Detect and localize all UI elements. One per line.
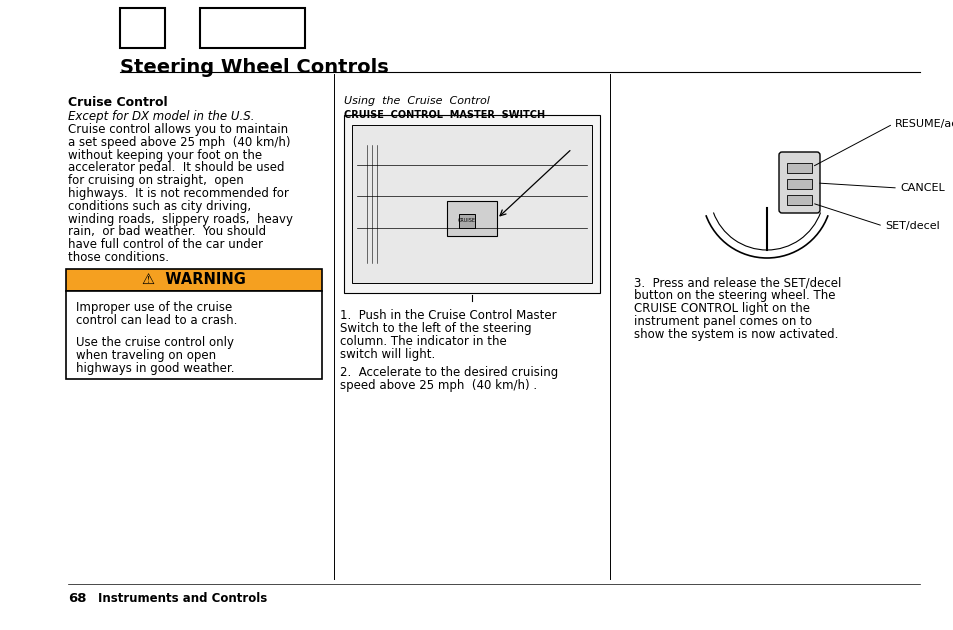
Text: without keeping your foot on the: without keeping your foot on the (68, 149, 262, 162)
Text: Cruise Control: Cruise Control (68, 96, 168, 109)
Bar (66, 291, 322, 379)
Text: CRUISE: CRUISE (457, 218, 476, 223)
Text: button on the steering wheel. The: button on the steering wheel. The (634, 289, 835, 302)
Text: switch will light.: switch will light. (339, 348, 435, 361)
Text: CRUISE CONTROL light on the: CRUISE CONTROL light on the (634, 302, 809, 315)
Bar (786, 179, 811, 189)
Text: Switch to the left of the steering: Switch to the left of the steering (339, 322, 531, 335)
Text: when traveling on open: when traveling on open (76, 349, 216, 362)
Bar (447, 200, 497, 236)
Text: 1.  Push in the Cruise Control Master: 1. Push in the Cruise Control Master (339, 309, 556, 322)
Text: for cruising on straight,  open: for cruising on straight, open (68, 175, 244, 187)
Text: conditions such as city driving,: conditions such as city driving, (68, 200, 251, 213)
Text: 2.  Accelerate to the desired cruising: 2. Accelerate to the desired cruising (339, 366, 558, 379)
Text: 68: 68 (68, 592, 87, 605)
Bar (458, 214, 475, 227)
Text: rain,  or bad weather.  You should: rain, or bad weather. You should (68, 226, 266, 238)
Text: Use the cruise control only: Use the cruise control only (76, 336, 233, 349)
Text: have full control of the car under: have full control of the car under (68, 238, 263, 251)
Text: highways in good weather.: highways in good weather. (76, 362, 234, 375)
Text: Steering Wheel Controls: Steering Wheel Controls (120, 58, 388, 77)
Text: Instruments and Controls: Instruments and Controls (98, 592, 267, 605)
Text: column. The indicator in the: column. The indicator in the (339, 335, 506, 348)
Text: RESUME/accel: RESUME/accel (894, 119, 953, 129)
Text: instrument panel comes on to: instrument panel comes on to (634, 315, 811, 328)
Text: highways.  It is not recommended for: highways. It is not recommended for (68, 187, 289, 200)
Text: Cruise control allows you to maintain: Cruise control allows you to maintain (68, 123, 288, 136)
Text: speed above 25 mph  (40 km/h) .: speed above 25 mph (40 km/h) . (339, 379, 537, 392)
Text: accelerator pedal.  It should be used: accelerator pedal. It should be used (68, 161, 284, 175)
Text: Using  the  Cruise  Control: Using the Cruise Control (344, 96, 489, 106)
Text: Improper use of the cruise: Improper use of the cruise (76, 301, 232, 314)
Bar (120, 8, 165, 48)
FancyBboxPatch shape (779, 152, 820, 213)
Text: ⚠  WARNING: ⚠ WARNING (142, 272, 246, 287)
Text: CRUISE  CONTROL  MASTER  SWITCH: CRUISE CONTROL MASTER SWITCH (344, 110, 544, 120)
Bar (344, 115, 599, 293)
Text: CANCEL: CANCEL (899, 183, 943, 193)
Text: those conditions.: those conditions. (68, 251, 169, 264)
Text: 3.  Press and release the SET/decel: 3. Press and release the SET/decel (634, 276, 841, 289)
Bar (786, 163, 811, 173)
Text: show the system is now activated.: show the system is now activated. (634, 328, 838, 341)
Bar (352, 125, 592, 283)
Bar (786, 195, 811, 205)
Bar (66, 269, 322, 291)
Text: a set speed above 25 mph  (40 km/h): a set speed above 25 mph (40 km/h) (68, 136, 291, 149)
Text: winding roads,  slippery roads,  heavy: winding roads, slippery roads, heavy (68, 212, 293, 226)
Text: SET/decel: SET/decel (884, 221, 939, 231)
Text: Except for DX model in the U.S.: Except for DX model in the U.S. (68, 110, 254, 123)
Bar (200, 8, 305, 48)
Text: control can lead to a crash.: control can lead to a crash. (76, 314, 237, 327)
